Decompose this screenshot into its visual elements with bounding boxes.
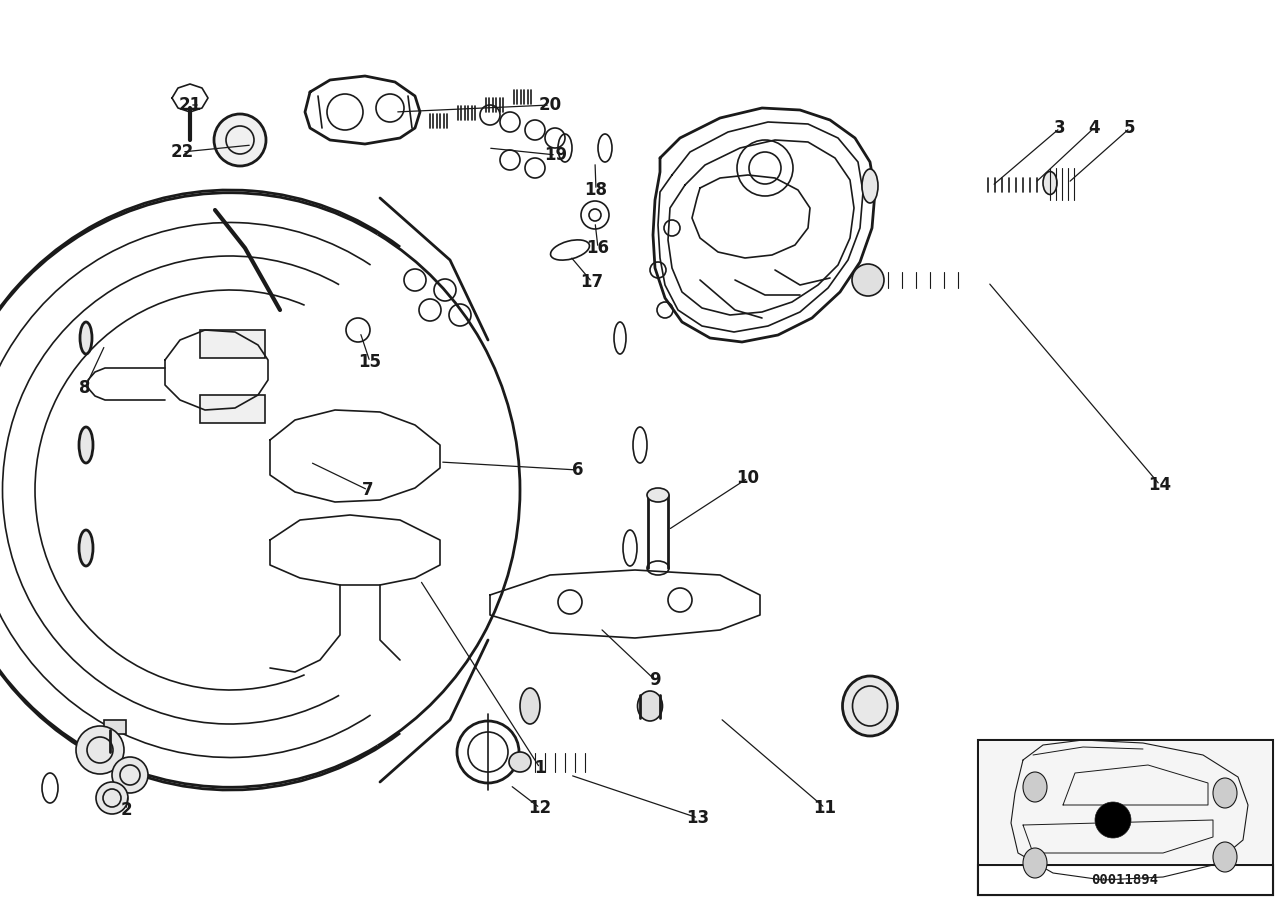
Circle shape xyxy=(76,726,124,774)
Bar xyxy=(980,742,1271,863)
Bar xyxy=(200,330,265,358)
Text: 6: 6 xyxy=(572,461,583,479)
Text: 1: 1 xyxy=(535,759,546,777)
Text: 2: 2 xyxy=(120,801,131,819)
Bar xyxy=(200,395,265,423)
Bar xyxy=(978,865,1273,895)
Text: 14: 14 xyxy=(1149,476,1172,494)
Circle shape xyxy=(851,264,884,296)
Text: 20: 20 xyxy=(538,96,562,114)
Text: 00011894: 00011894 xyxy=(1091,873,1158,887)
Ellipse shape xyxy=(1213,778,1236,808)
Ellipse shape xyxy=(80,322,91,354)
Ellipse shape xyxy=(79,530,93,566)
Text: 3: 3 xyxy=(1054,119,1065,137)
Text: 8: 8 xyxy=(80,379,90,397)
Circle shape xyxy=(1095,802,1131,838)
Ellipse shape xyxy=(79,427,93,463)
Text: 17: 17 xyxy=(581,273,604,291)
Circle shape xyxy=(214,114,267,166)
Bar xyxy=(978,740,1273,895)
Ellipse shape xyxy=(509,752,531,772)
Text: 4: 4 xyxy=(1088,119,1100,137)
Text: 5: 5 xyxy=(1124,119,1136,137)
Text: 19: 19 xyxy=(545,146,568,164)
Text: 13: 13 xyxy=(687,809,710,827)
Ellipse shape xyxy=(1213,842,1236,872)
Ellipse shape xyxy=(1023,772,1047,802)
Text: 10: 10 xyxy=(737,469,760,487)
Text: 7: 7 xyxy=(362,481,374,499)
Ellipse shape xyxy=(862,169,878,203)
Ellipse shape xyxy=(520,688,540,724)
Text: 11: 11 xyxy=(814,799,836,817)
Ellipse shape xyxy=(638,691,662,721)
Ellipse shape xyxy=(647,488,668,502)
Bar xyxy=(104,720,126,734)
Text: 12: 12 xyxy=(528,799,551,817)
Text: 16: 16 xyxy=(586,239,609,257)
Text: 18: 18 xyxy=(585,181,608,199)
Text: 15: 15 xyxy=(358,353,381,371)
Text: 9: 9 xyxy=(649,671,661,689)
Ellipse shape xyxy=(1023,848,1047,878)
Ellipse shape xyxy=(1043,171,1057,195)
Circle shape xyxy=(112,757,148,793)
Text: 21: 21 xyxy=(179,96,201,114)
Text: 22: 22 xyxy=(170,143,193,161)
Circle shape xyxy=(97,782,128,814)
Ellipse shape xyxy=(842,676,898,736)
